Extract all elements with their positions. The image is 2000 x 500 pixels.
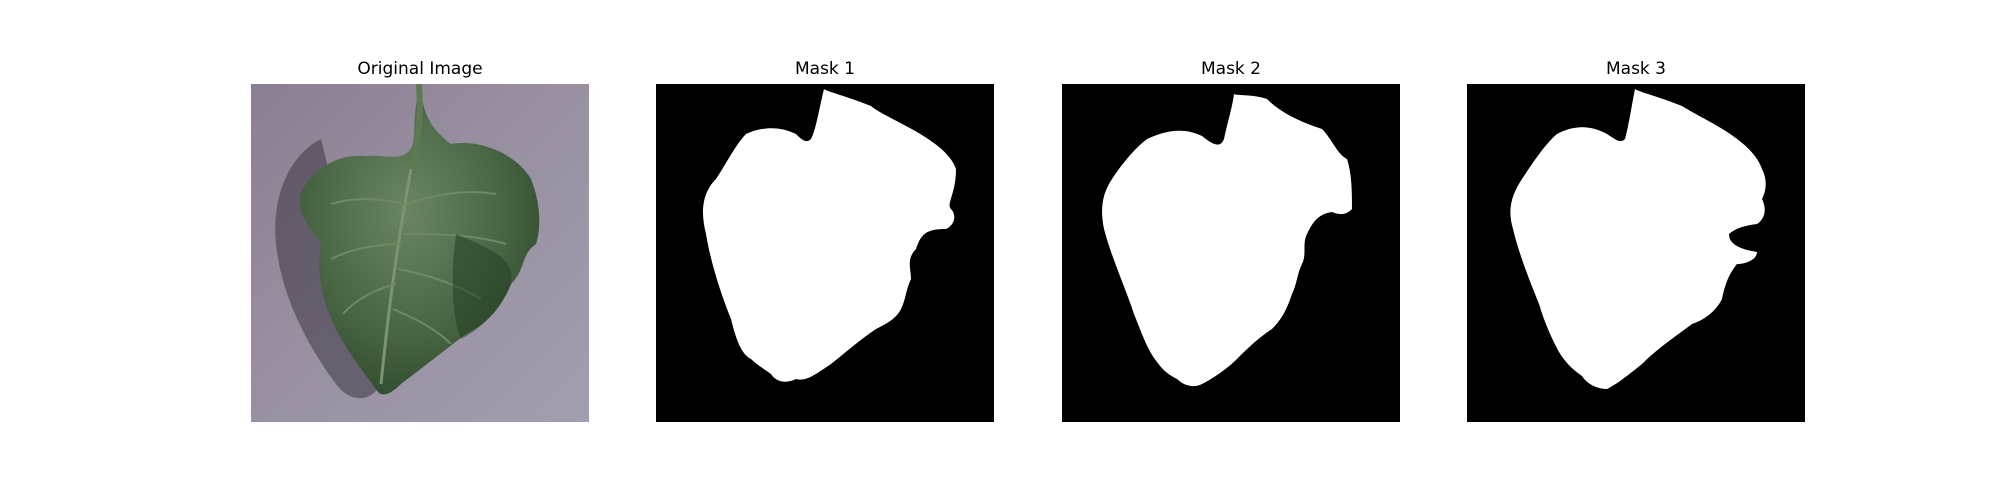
mask-image: [1062, 84, 1400, 422]
mask-2-image: [1062, 84, 1400, 422]
panel-title: Mask 3: [1467, 58, 1805, 80]
mask-3-image: [1467, 84, 1805, 422]
leaf-photo: [251, 84, 589, 422]
mask-1-image: [656, 84, 994, 422]
original-image: [251, 84, 589, 422]
mask-image: [1467, 84, 1805, 422]
panel-title: Mask 1: [656, 58, 994, 80]
panel-title: Original Image: [251, 58, 589, 80]
panel-title: Mask 2: [1062, 58, 1400, 80]
mask-image: [656, 84, 994, 422]
